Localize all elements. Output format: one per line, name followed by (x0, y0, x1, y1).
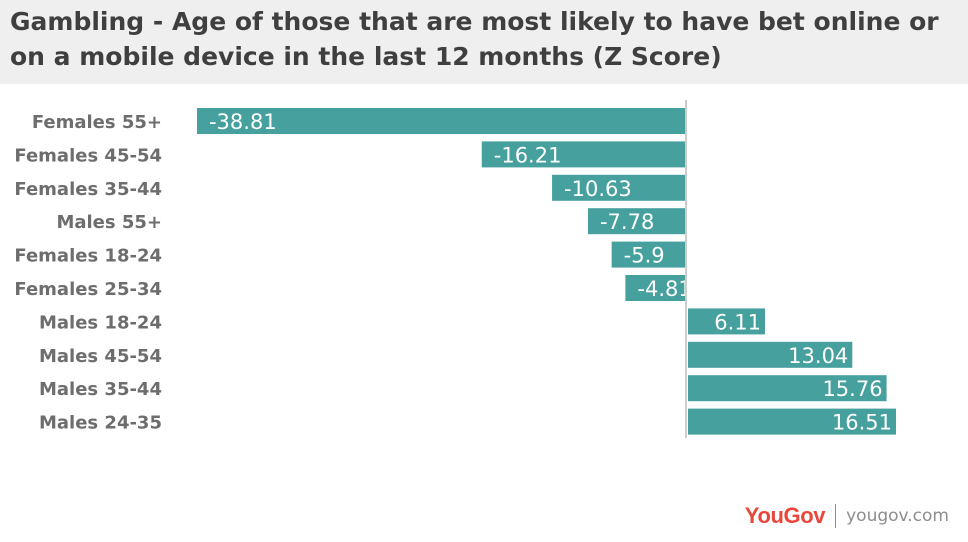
category-label: Males 18-24 (39, 312, 162, 333)
bar (625, 275, 686, 301)
category-label: Males 24-35 (39, 413, 162, 434)
category-label: Males 55+ (56, 212, 162, 233)
category-label: Males 45-54 (39, 346, 162, 367)
category-label: Females 18-24 (14, 246, 162, 267)
value-label: -7.78 (600, 210, 654, 234)
category-label: Females 25-34 (14, 279, 162, 300)
category-label: Females 35-44 (14, 179, 162, 200)
bar (481, 141, 686, 168)
bar (196, 108, 686, 134)
category-label: Females 55+ (32, 112, 162, 133)
bar (587, 208, 686, 235)
bar (688, 408, 897, 435)
bar (552, 174, 686, 201)
value-label: -5.9 (624, 244, 665, 268)
value-label: -38.81 (209, 110, 277, 134)
chart-title: Gambling - Age of those that are most li… (10, 7, 939, 71)
site-url: yougov.com (846, 506, 949, 526)
bar (688, 375, 887, 402)
category-label: Females 45-54 (14, 145, 162, 166)
branding: YouGov yougov.com (745, 503, 949, 529)
bar (688, 341, 853, 368)
bar (688, 308, 765, 335)
value-label: -4.81 (637, 277, 691, 301)
yougov-logo: YouGov (744, 503, 826, 528)
brand-divider (835, 504, 837, 528)
title-banner: Gambling - Age of those that are most li… (0, 0, 968, 84)
value-label: -10.63 (564, 177, 632, 201)
value-label: 16.51 (832, 411, 892, 435)
category-label: Males 35-44 (39, 379, 162, 400)
value-label: 6.11 (714, 310, 761, 334)
value-label: 15.76 (822, 377, 882, 401)
value-label: -16.21 (494, 143, 562, 167)
bar (611, 241, 686, 268)
value-label: 13.04 (788, 344, 848, 368)
